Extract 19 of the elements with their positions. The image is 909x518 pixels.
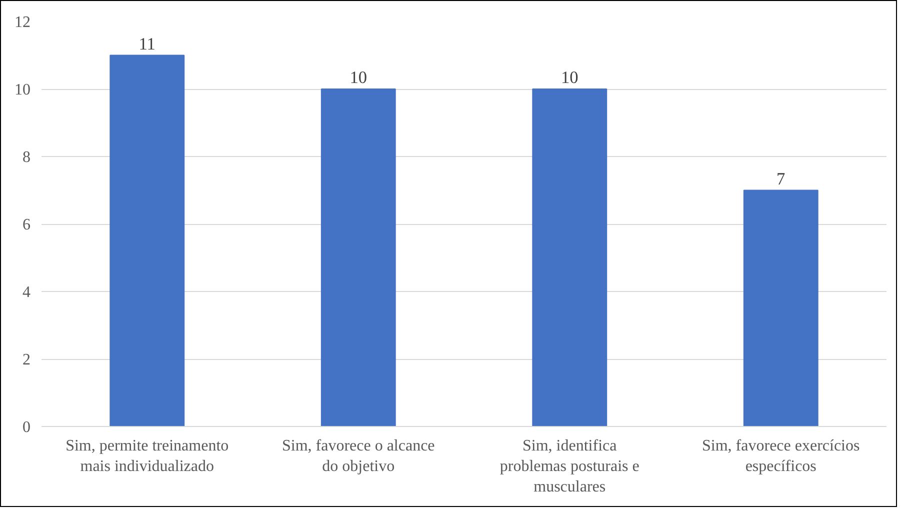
y-tick-label: 10 xyxy=(14,82,30,98)
y-tick-label: 8 xyxy=(22,149,30,166)
data-label: 7 xyxy=(776,169,786,188)
y-tick-label: 12 xyxy=(14,14,30,31)
y-tick-label: 4 xyxy=(22,284,30,301)
data-label: 10 xyxy=(350,68,368,87)
data-label: 10 xyxy=(560,68,578,87)
y-tick-label: 0 xyxy=(22,419,30,436)
bar xyxy=(743,190,818,426)
y-tick-label: 2 xyxy=(22,352,30,368)
x-tick-label: Sim, permite treinamento mais individualizado xyxy=(66,438,229,475)
bar xyxy=(320,88,396,426)
x-tick-label: Sim, identifica problemas posturais e musculares xyxy=(500,438,640,496)
bar xyxy=(532,88,608,426)
data-label: 11 xyxy=(138,34,156,54)
y-tick-label: 6 xyxy=(22,216,30,234)
x-tick-label: Sim, favorece exercícios específicos xyxy=(702,438,860,475)
bar xyxy=(110,54,185,426)
x-tick-label: Sim, favorece o alcance do objetivo xyxy=(282,438,435,475)
